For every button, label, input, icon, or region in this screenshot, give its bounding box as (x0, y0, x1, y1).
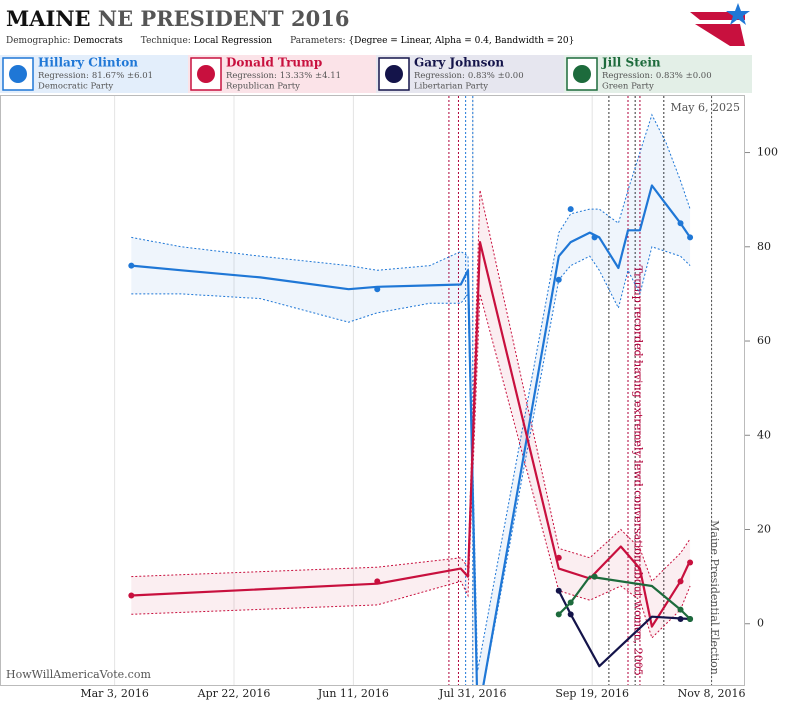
value: 81.67% ±6.01 (92, 71, 153, 81)
poll-point (591, 573, 598, 580)
poll-point (677, 220, 684, 227)
poll-point (128, 262, 135, 269)
legend-name: Donald Trump (226, 56, 322, 70)
legend-regression: Regression: 81.67% ±6.01 (38, 71, 153, 81)
poll-point (687, 559, 694, 566)
label: Regression: (38, 71, 89, 81)
poll-point (555, 554, 562, 561)
confidence-band (131, 190, 691, 638)
legend-icon-mark (385, 65, 403, 83)
poll-point (687, 616, 694, 623)
x-tick-label: Mar 3, 2016 (80, 687, 149, 700)
logo (690, 3, 750, 46)
y-tick-label: 100 (757, 146, 778, 159)
x-tick-label: Apr 22, 2016 (197, 687, 271, 700)
regression-line (131, 241, 692, 628)
poll-point (567, 611, 574, 618)
legend-party: Republican Party (226, 82, 300, 92)
legend-regression: Regression: 0.83% ±0.00 (414, 71, 524, 81)
chart-title: MAINE NE PRESIDENT 2016 (6, 6, 349, 31)
poll-point (677, 616, 684, 623)
legend-party: Green Party (602, 82, 654, 92)
label: Technique: (141, 36, 191, 46)
legend-regression: Regression: 13.33% ±4.11 (226, 71, 341, 81)
poll-point (567, 206, 574, 213)
poll-point (677, 606, 684, 613)
poll-point (374, 286, 381, 293)
poll-point (687, 234, 694, 241)
legend-icon-mark (197, 65, 215, 83)
label: Parameters: (290, 36, 345, 46)
x-tick-label: Jun 11, 2016 (317, 687, 389, 700)
y-tick-label: 80 (757, 240, 771, 253)
watermark: HowWillAmericaVote.com (6, 668, 151, 681)
title-rest: NE PRESIDENT 2016 (98, 6, 350, 31)
annotation: Maine Presidential Election (708, 520, 721, 675)
y-tick-label: 40 (757, 428, 771, 441)
value: 0.83% ±0.00 (468, 71, 524, 81)
x-tick-label: Nov 8, 2016 (678, 687, 746, 700)
band-edge (131, 190, 691, 583)
label: Regression: (602, 71, 653, 81)
poll-point (374, 578, 381, 585)
value: 13.33% ±4.11 (280, 71, 341, 81)
poll-point (567, 599, 574, 606)
label: Regression: (226, 71, 277, 81)
poll-point (555, 587, 562, 594)
value: Local Regression (194, 36, 273, 46)
title-state: MAINE (6, 6, 91, 31)
x-tick-label: Jul 31, 2016 (438, 687, 507, 700)
y-tick-label: 20 (757, 523, 771, 536)
legend-icon-mark (9, 65, 27, 83)
x-tick-label: Sep 19, 2016 (555, 687, 629, 700)
band-edge (131, 246, 691, 685)
poll-point (591, 234, 598, 241)
label: Regression: (414, 71, 465, 81)
legend-party: Libertarian Party (414, 82, 488, 92)
poll-point (128, 592, 135, 599)
legend-name: Hillary Clinton (38, 56, 138, 70)
legend-name: Jill Stein (601, 56, 661, 70)
label: Demographic: (6, 36, 70, 46)
plot-frame (0, 95, 745, 686)
subtitle: Demographic: Democrats Technique: Local R… (6, 36, 574, 46)
annotation: Trump recorded having extremely lewd con… (632, 266, 645, 676)
confidence-band (131, 114, 691, 685)
legend-name: Gary Johnson (414, 56, 504, 70)
legend-regression: Regression: 0.83% ±0.00 (602, 71, 712, 81)
poll-point (555, 611, 562, 618)
regression-line (131, 184, 692, 685)
y-tick-label: 60 (757, 334, 771, 347)
poll-point (555, 276, 562, 283)
date: May 6, 2025 (670, 101, 740, 114)
poll-point (677, 578, 684, 585)
legend-party: Democratic Party (38, 82, 113, 92)
y-tick-label: 0 (757, 617, 764, 630)
band-edge (131, 113, 691, 671)
value: Democrats (73, 36, 123, 46)
legend-icon-mark (573, 65, 591, 83)
value: {Degree = Linear, Alpha = 0.4, Bandwidth… (348, 36, 574, 46)
value: 0.83% ±0.00 (656, 71, 712, 81)
